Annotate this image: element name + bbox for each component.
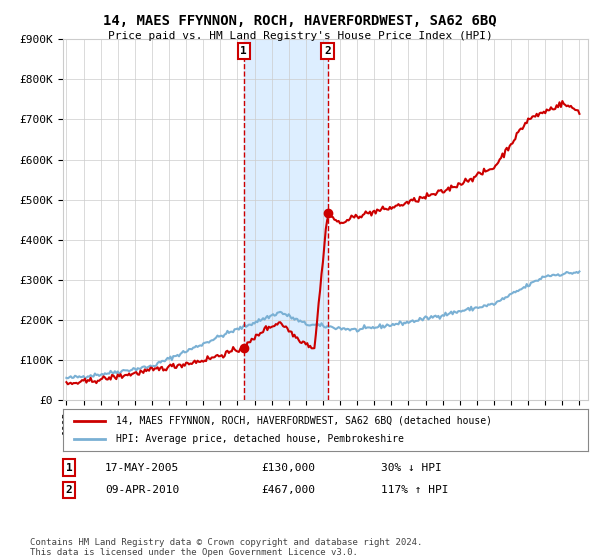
- Text: £467,000: £467,000: [261, 485, 315, 495]
- Text: HPI: Average price, detached house, Pembrokeshire: HPI: Average price, detached house, Pemb…: [115, 434, 403, 444]
- Text: 09-APR-2010: 09-APR-2010: [105, 485, 179, 495]
- Text: 117% ↑ HPI: 117% ↑ HPI: [381, 485, 449, 495]
- Text: 1: 1: [241, 46, 247, 56]
- Text: Price paid vs. HM Land Registry's House Price Index (HPI): Price paid vs. HM Land Registry's House …: [107, 31, 493, 41]
- Text: 17-MAY-2005: 17-MAY-2005: [105, 463, 179, 473]
- Text: 1: 1: [65, 463, 73, 473]
- Text: Contains HM Land Registry data © Crown copyright and database right 2024.
This d: Contains HM Land Registry data © Crown c…: [30, 538, 422, 557]
- Text: 2: 2: [65, 485, 73, 495]
- Text: £130,000: £130,000: [261, 463, 315, 473]
- Text: 30% ↓ HPI: 30% ↓ HPI: [381, 463, 442, 473]
- Text: 2: 2: [324, 46, 331, 56]
- Bar: [244, 39, 328, 400]
- Text: 14, MAES FFYNNON, ROCH, HAVERFORDWEST, SA62 6BQ: 14, MAES FFYNNON, ROCH, HAVERFORDWEST, S…: [103, 14, 497, 28]
- Text: 14, MAES FFYNNON, ROCH, HAVERFORDWEST, SA62 6BQ (detached house): 14, MAES FFYNNON, ROCH, HAVERFORDWEST, S…: [115, 416, 491, 426]
